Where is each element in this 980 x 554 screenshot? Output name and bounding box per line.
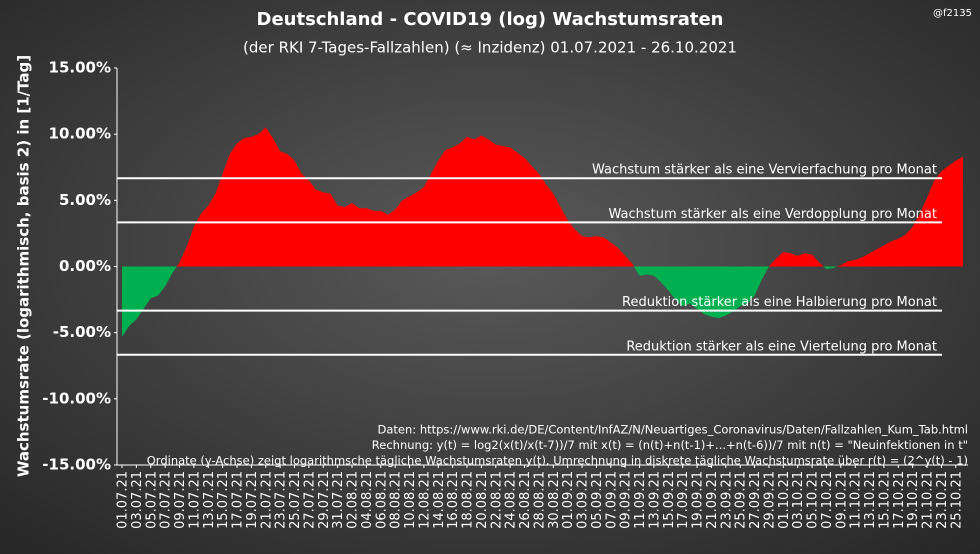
x-tick-label: 21.09.21 xyxy=(705,471,720,529)
x-tick-label: 26.08.21 xyxy=(518,471,533,529)
x-tick-label: 15.07.21 xyxy=(216,471,231,529)
chart-subtitle: (der RKI 7-Tages-Fallzahlen) (≈ Inzidenz… xyxy=(243,39,737,57)
y-tick-label: 15.00% xyxy=(49,59,111,77)
x-tick-label: 03.10.21 xyxy=(791,471,806,529)
footnote: Daten: https://www.rki.de/DE/Content/Inf… xyxy=(378,423,968,437)
x-tick-label: 29.07.21 xyxy=(317,471,332,529)
x-tick-label: 19.09.21 xyxy=(691,471,706,529)
x-tick-label: 11.09.21 xyxy=(633,471,648,529)
x-tick-label: 22.08.21 xyxy=(489,471,504,529)
x-tick-label: 12.08.21 xyxy=(417,471,432,529)
x-tick-label: 09.10.21 xyxy=(834,471,849,529)
y-tick-label: -5.00% xyxy=(53,323,111,341)
x-tick-label: 28.08.21 xyxy=(532,471,547,529)
x-tick-label: 13.07.21 xyxy=(202,471,217,529)
y-tick-label: -10.00% xyxy=(42,389,111,407)
x-tick-label: 17.10.21 xyxy=(892,471,907,529)
x-tick-label: 27.07.21 xyxy=(302,471,317,529)
x-tick-label: 08.08.21 xyxy=(389,471,404,529)
x-tick-label: 05.09.21 xyxy=(590,471,605,529)
x-tick-label: 09.07.21 xyxy=(173,471,188,529)
y-tick-label: 0.00% xyxy=(59,257,111,275)
x-tick-label: 14.08.21 xyxy=(432,471,447,529)
x-tick-label: 11.10.21 xyxy=(849,471,864,529)
x-tick-label: 01.10.21 xyxy=(777,471,792,529)
x-tick-label: 25.09.21 xyxy=(734,471,749,529)
x-tick-label: 21.10.21 xyxy=(921,471,936,529)
chart-title: Deutschland - COVID19 (log) Wachstumsrat… xyxy=(257,9,724,30)
x-tick-label: 09.09.21 xyxy=(619,471,634,529)
watermark: @f2135 xyxy=(933,8,972,19)
x-tick-label: 11.07.21 xyxy=(187,471,202,529)
y-tick-label: -15.00% xyxy=(42,456,111,474)
x-tick-label: 29.09.21 xyxy=(762,471,777,529)
reference-label: Reduktion stärker als eine Viertelung pr… xyxy=(626,339,937,354)
x-tick-label: 13.09.21 xyxy=(647,471,662,529)
x-tick-label: 05.07.21 xyxy=(144,471,159,529)
x-tick-label: 10.08.21 xyxy=(403,471,418,529)
x-tick-label: 19.07.21 xyxy=(245,471,260,529)
x-tick-label: 16.08.21 xyxy=(446,471,461,529)
area-positive xyxy=(122,127,963,267)
x-tick-label: 17.07.21 xyxy=(231,471,246,529)
x-tick-label: 25.07.21 xyxy=(288,471,303,529)
x-tick-label: 17.09.21 xyxy=(676,471,691,529)
x-tick-label: 23.10.21 xyxy=(935,471,950,529)
x-tick-label: 07.07.21 xyxy=(159,471,174,529)
reference-label: Reduktion stärker als eine Halbierung pr… xyxy=(622,295,937,310)
x-tick-label: 27.09.21 xyxy=(748,471,763,529)
x-tick-label: 02.08.21 xyxy=(346,471,361,529)
reference-label: Wachstum stärker als eine Verdopplung pr… xyxy=(608,207,937,222)
y-tick-label: 5.00% xyxy=(59,191,111,209)
x-tick-label: 19.10.21 xyxy=(906,471,921,529)
x-tick-label: 15.09.21 xyxy=(662,471,677,529)
x-tick-label: 07.09.21 xyxy=(604,471,619,529)
x-tick-label: 01.09.21 xyxy=(561,471,576,529)
x-tick-label: 01.07.21 xyxy=(116,471,131,529)
x-tick-label: 24.08.21 xyxy=(504,471,519,529)
x-tick-label: 07.10.21 xyxy=(820,471,835,529)
x-tick-label: 21.07.21 xyxy=(259,471,274,529)
x-tick-label: 31.07.21 xyxy=(331,471,346,529)
footnote: Rechnung: y(t) = log2(x(t)/x(t-7))/7 mit… xyxy=(372,438,968,452)
x-tick-label: 04.08.21 xyxy=(360,471,375,529)
x-tick-label: 30.08.21 xyxy=(547,471,562,529)
x-tick-label: 20.08.21 xyxy=(475,471,490,529)
x-tick-label: 03.09.21 xyxy=(576,471,591,529)
footnote: Ordinate (y-Achse) zeigt logarithmsche t… xyxy=(147,454,968,468)
y-tick-label: 10.00% xyxy=(49,125,111,143)
x-tick-label: 23.07.21 xyxy=(274,471,289,529)
x-tick-label: 13.10.21 xyxy=(863,471,878,529)
x-tick-label: 25.10.21 xyxy=(949,471,964,529)
area-negative xyxy=(122,266,963,337)
y-axis-label: Wachstumsrate (logarithmisch, basis 2) i… xyxy=(15,55,33,477)
reference-label: Wachstum stärker als eine Vervierfachung… xyxy=(592,163,937,178)
x-tick-label: 05.10.21 xyxy=(806,471,821,529)
x-tick-label: 23.09.21 xyxy=(719,471,734,529)
x-tick-label: 03.07.21 xyxy=(130,471,145,529)
x-tick-label: 18.08.21 xyxy=(461,471,476,529)
x-tick-label: 06.08.21 xyxy=(374,471,389,529)
x-tick-label: 15.10.21 xyxy=(877,471,892,529)
